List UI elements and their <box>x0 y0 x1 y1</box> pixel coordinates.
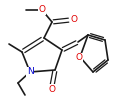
Text: O: O <box>49 85 56 93</box>
Text: O: O <box>71 16 77 24</box>
Text: O: O <box>76 54 83 62</box>
Text: O: O <box>38 5 45 14</box>
Text: N: N <box>27 68 33 77</box>
